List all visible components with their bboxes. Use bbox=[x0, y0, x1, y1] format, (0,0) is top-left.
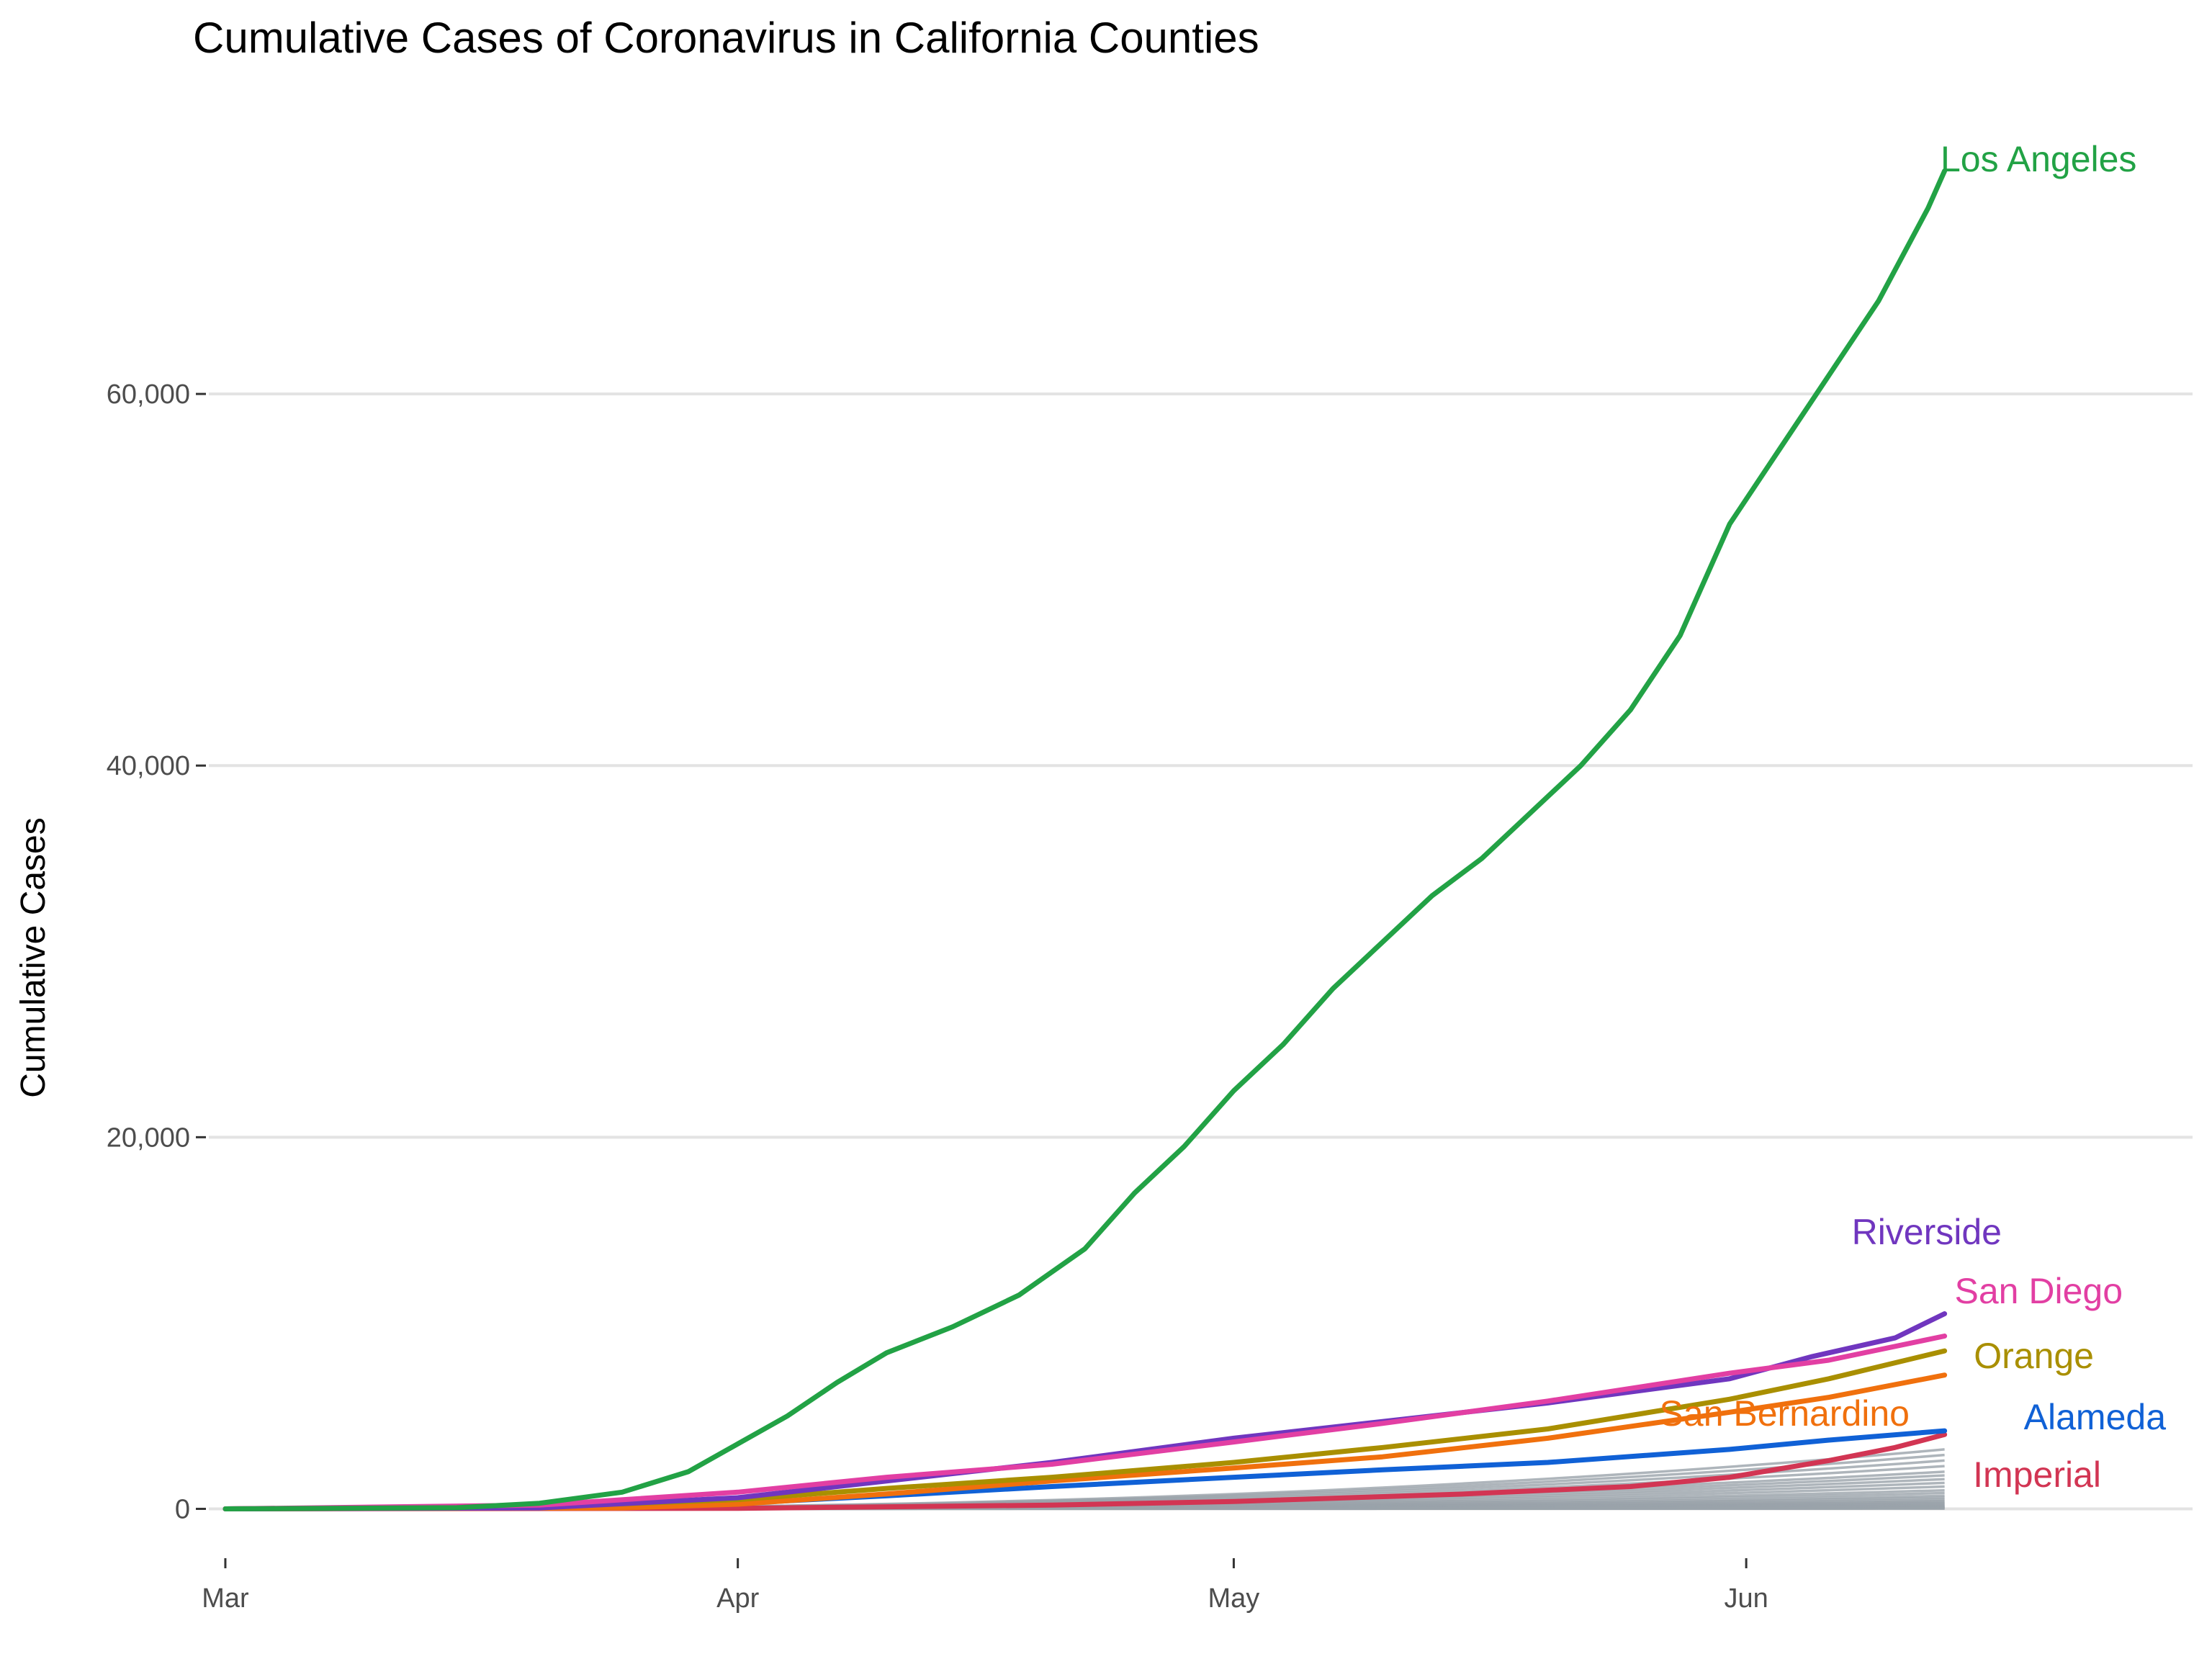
series-line-los-angeles bbox=[222, 168, 1948, 1511]
series-line-san-bernardino bbox=[222, 1372, 1948, 1511]
label-san-diego: San Diego bbox=[1955, 1271, 2123, 1311]
chart-title: Cumulative Cases of Coronavirus in Calif… bbox=[193, 14, 1259, 62]
y-tick-label: 60,000 bbox=[107, 379, 190, 410]
series-line-imperial bbox=[222, 1431, 1948, 1511]
label-riverside: Riverside bbox=[1852, 1212, 2002, 1252]
y-tick-label: 0 bbox=[175, 1494, 190, 1524]
y-tick-label: 40,000 bbox=[107, 751, 190, 781]
label-san-bernardino: San Bernardino bbox=[1660, 1393, 1910, 1434]
gridlines bbox=[209, 392, 2193, 1511]
y-axis-title: Cumulative Cases bbox=[14, 817, 53, 1097]
y-tick-label: 20,000 bbox=[107, 1123, 190, 1153]
county-labels: Los Angeles Riverside San Diego Orange San B… bbox=[1660, 139, 2167, 1495]
label-los-angeles: Los Angeles bbox=[1941, 139, 2136, 179]
highlighted-county-lines bbox=[222, 168, 1948, 1511]
series-line-riverside bbox=[222, 1311, 1948, 1511]
x-axis: Mar Apr May Jun bbox=[202, 1558, 1768, 1614]
x-tick-label: Apr bbox=[716, 1583, 759, 1614]
series-line-san-diego bbox=[222, 1334, 1948, 1511]
y-axis: 0 20,000 40,000 60,000 bbox=[107, 379, 206, 1524]
label-orange: Orange bbox=[1974, 1336, 2094, 1376]
label-alameda: Alameda bbox=[2024, 1397, 2167, 1437]
x-tick-label: May bbox=[1208, 1583, 1260, 1614]
label-imperial: Imperial bbox=[1973, 1455, 2101, 1495]
x-tick-label: Jun bbox=[1724, 1583, 1768, 1614]
x-tick-label: Mar bbox=[202, 1583, 249, 1614]
